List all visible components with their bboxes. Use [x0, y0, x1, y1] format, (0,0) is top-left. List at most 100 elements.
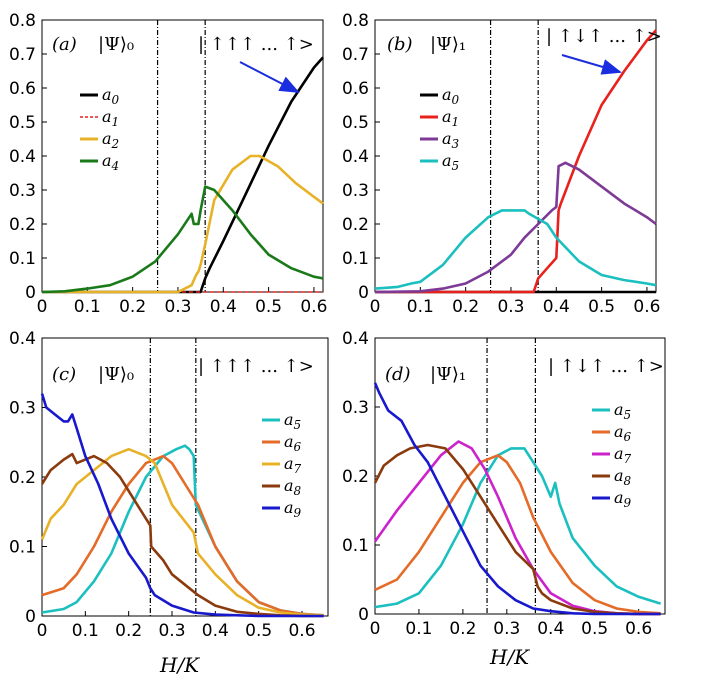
panel-a-ytick-label: 0.7: [9, 45, 36, 65]
panel-d-xtick-label: 0.2: [449, 619, 476, 639]
panel-d-label: (d): [385, 364, 411, 385]
panel-d-series-a5: [374, 447, 661, 609]
panel-a-annotation: | ↑↑↑ ... ↑>: [198, 34, 314, 55]
panel-a-series-a2: [42, 154, 324, 294]
panel-b-frame: [374, 19, 657, 293]
panel-b-ytick-label: 0.6: [342, 79, 369, 99]
panel-c-ytick-label: 0.1: [9, 538, 36, 558]
panel-a-xtick-label: 0.4: [210, 297, 237, 317]
panel-a-xtick-label: 0.2: [119, 297, 146, 317]
panel-b-xtick-label: 0.5: [588, 297, 615, 317]
panel-c-series-a9: [40, 393, 324, 618]
pointer-arrow-b: [561, 54, 622, 75]
panel-a-xtick-label: 0.1: [74, 297, 101, 317]
panel-c-xtick-label: 0.3: [158, 621, 185, 641]
panel-a-state: |Ψ⟩₀: [98, 34, 134, 55]
panel-c-state: |Ψ⟩₀: [98, 364, 134, 385]
panel-c-ytick-label: 0: [25, 607, 36, 627]
panel-d-ytick-label: 0.3: [342, 398, 369, 418]
panel-b-legend-entry: a5: [442, 151, 459, 173]
panel-d-legend-entry: a5: [614, 400, 631, 422]
panel-c-ytick-label: 0.2: [9, 468, 36, 488]
panel-a-ytick-label: 0.8: [9, 11, 36, 31]
panel-d-ytick-label: 0.4: [342, 329, 369, 349]
panel-b-series-a3: [374, 161, 657, 294]
x-axis-label-right: H/K: [489, 645, 530, 669]
panel-a-xtick-label: 0.5: [255, 297, 282, 317]
panel-c-xtick-label: 0.5: [245, 621, 272, 641]
panel-c-xtick-label: 0.4: [202, 621, 229, 641]
panel-d-series-a6: [374, 454, 661, 615]
panel-b-legend-entry: a0: [442, 85, 460, 107]
panel-b-xtick-label: 0.4: [543, 297, 570, 317]
panel-c-series-a5: [41, 444, 324, 617]
panel-c-label: (c): [52, 364, 76, 385]
panel-b-state: |Ψ⟩₁: [430, 34, 466, 55]
panel-b-ytick-label: 0.4: [342, 147, 369, 167]
panel-b-series-a5: [374, 209, 657, 290]
panel-b-ytick-label: 0.1: [342, 249, 369, 269]
panel-b-xtick-label: 0: [370, 297, 381, 317]
panel-c-xtick-label: 0.2: [115, 621, 142, 641]
panel-b-legend-entry: a1: [442, 107, 459, 129]
panel-d-series-a9: [373, 382, 661, 616]
panel-c-ytick-label: 0.4: [9, 329, 36, 349]
panel-b-xtick-label: 0.3: [497, 297, 524, 317]
panel-c-legend-entry: a5: [284, 410, 301, 432]
panel-c: 0 0.1 0.2 0.3 0.4 0 0.1 0.2 0.3 0.4 0.5 0.6 a5a6a7a8…: [9, 329, 329, 641]
panel-b-xtick-label: 0.2: [452, 297, 479, 317]
panel-d-ytick-label: 0.2: [342, 467, 369, 487]
panel-c-legend-entry: a7: [284, 454, 302, 476]
panel-a-xtick-label: 0.3: [164, 297, 191, 317]
panel-c-annotation: | ↑↑↑ ... ↑>: [198, 356, 314, 377]
panel-d: 0 0.1 0.2 0.3 0.4 0 0.1 0.2 0.3 0.4 0.5 0.6 a5a6a7a8…: [342, 329, 666, 639]
panel-b-label: (b): [387, 34, 413, 55]
panel-a-ytick-label: 0.1: [9, 249, 36, 269]
panel-b-ytick-label: 0.5: [342, 113, 369, 133]
panel-d-xtick-label: 0.1: [405, 619, 432, 639]
panel-a-ytick-label: 0.4: [9, 147, 36, 167]
panel-a-series-a4: [41, 185, 324, 294]
panel-d-xtick-label: 0.5: [581, 619, 608, 639]
panel-b-ytick-label: 0.3: [342, 181, 369, 201]
panel-c-xtick-label: 0.1: [72, 621, 99, 641]
panel-b-ytick-label: 0: [358, 283, 369, 303]
panel-d-legend-entry: a7: [614, 444, 632, 466]
panel-a-xtick-label: 0.6: [300, 297, 327, 317]
panel-b-xtick-label: 0.1: [407, 297, 434, 317]
panel-b-legend-entry: a3: [442, 129, 460, 151]
panel-a-ytick-label: 0.3: [9, 181, 36, 201]
panel-a-legend-entry: a2: [102, 129, 119, 151]
panel-b-ytick-label: 0.8: [342, 11, 369, 31]
panel-d-xtick-label: 0.6: [625, 619, 652, 639]
panel-a-xtick-label: 0: [37, 297, 48, 317]
panel-d-series-a8: [373, 443, 661, 616]
panel-a-ytick-label: 0.2: [9, 215, 36, 235]
panel-c-legend-entry: a8: [284, 476, 302, 498]
panel-d-xtick-label: 0: [370, 619, 381, 639]
panel-a-ytick-label: 0: [25, 283, 36, 303]
panel-a-label: (a): [52, 34, 77, 55]
panel-a-ytick-label: 0.6: [9, 79, 36, 99]
panel-c-ytick-label: 0.3: [9, 399, 36, 419]
panel-a-frame: [41, 19, 324, 293]
panel-d-ytick-label: 0: [358, 605, 369, 625]
panel-b-ytick-label: 0.7: [342, 45, 369, 65]
panel-c-legend-entry: a9: [284, 498, 302, 520]
panel-c-xtick-label: 0.6: [288, 621, 315, 641]
panel-a-legend-entry: a4: [102, 151, 119, 173]
panel-a-legend-entry: a0: [102, 85, 120, 107]
panel-c-xtick-label: 0: [37, 621, 48, 641]
panel-d-ytick-label: 0.1: [342, 536, 369, 556]
panel-b: 0 0.1 0.2 0.3 0.4 0.5 0.6 0.7 0.8 0 0.1 0.2 0.3 0.4 0.…: [342, 11, 661, 317]
panel-c-series-a6: [41, 454, 324, 617]
panel-b-series-a1: [375, 29, 657, 294]
panel-c-series-a8: [40, 452, 324, 618]
x-axis-label-left: H/K: [159, 653, 200, 677]
panel-d-xtick-label: 0.3: [493, 619, 520, 639]
panel-b-annotation: | ↑↓↑ ... ↑>: [546, 26, 662, 47]
panel-d-xtick-label: 0.4: [537, 619, 564, 639]
panel-d-annotation: | ↑↓↑ ... ↑>: [548, 356, 664, 377]
panel-b-ytick-label: 0.2: [342, 215, 369, 235]
